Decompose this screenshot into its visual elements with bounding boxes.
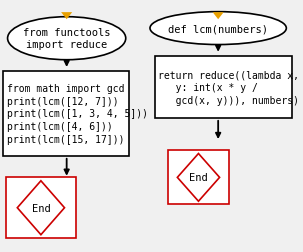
Ellipse shape — [8, 18, 126, 60]
Polygon shape — [61, 13, 72, 20]
Polygon shape — [177, 154, 220, 201]
Text: def lcm(numbers): def lcm(numbers) — [168, 24, 268, 34]
Text: End: End — [189, 173, 208, 183]
Text: return reduce((lambda x,
   y: int(x * y /
   gcd(x, y))), numbers): return reduce((lambda x, y: int(x * y / … — [158, 70, 299, 105]
Bar — [168, 151, 229, 204]
Ellipse shape — [150, 13, 286, 45]
Polygon shape — [17, 181, 65, 235]
Polygon shape — [213, 13, 224, 20]
Bar — [155, 57, 292, 118]
Bar — [3, 72, 129, 156]
Bar — [6, 178, 75, 238]
Text: from functools
import reduce: from functools import reduce — [23, 28, 110, 50]
Text: from math import gcd
print(lcm([12, 7]))
print(lcm([1, 3, 4, 5]))
print(lcm([4, : from math import gcd print(lcm([12, 7]))… — [7, 84, 148, 144]
Text: End: End — [32, 203, 50, 213]
